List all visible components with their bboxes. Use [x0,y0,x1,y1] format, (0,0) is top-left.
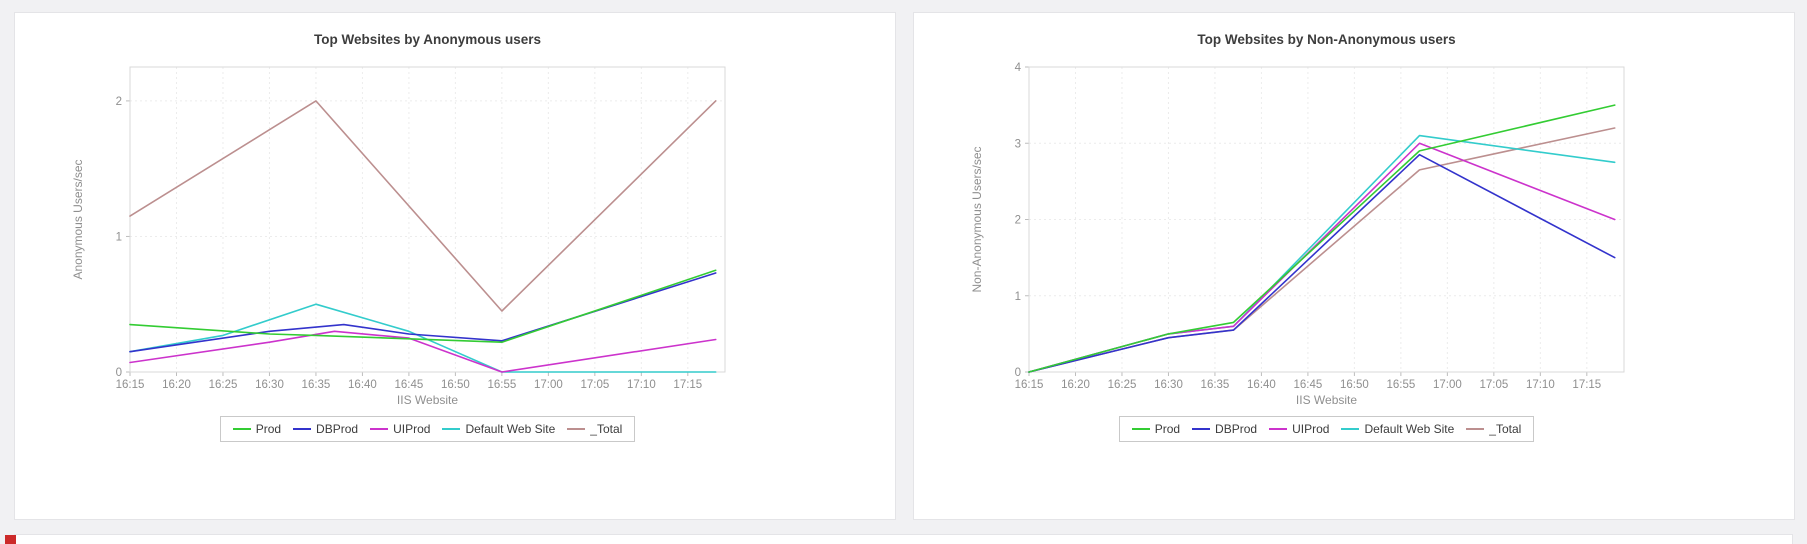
series-line-uiprod [1028,142,1616,373]
svg-text:3: 3 [1015,138,1021,150]
svg-text:4: 4 [1015,62,1022,74]
legend-label: _Total [1489,422,1522,436]
legend-line-swatch [1341,428,1360,430]
legend-item-prod[interactable]: Prod [232,422,282,436]
legend-item-uiprod[interactable]: UIProd [1269,422,1329,436]
chart-title: Top Websites by Non-Anonymous users [1197,32,1456,47]
series-line-prod [129,269,717,344]
svg-text:17:05: 17:05 [1479,379,1508,391]
legend-label: Default Web Site [465,422,556,436]
legend-line-swatch [567,428,586,430]
y-axis-title: Anonymous Users/sec [71,159,85,279]
legend-line-swatch [1131,428,1150,430]
x-axis-title: IIS Website [1295,393,1358,407]
svg-text:16:40: 16:40 [348,379,377,391]
chart-legend: Prod DBProd UIProd Default Web Site _Total [219,416,636,442]
series-line-prod [1028,104,1616,373]
svg-text:2: 2 [116,96,122,108]
svg-text:16:20: 16:20 [162,379,191,391]
svg-text:16:35: 16:35 [302,379,331,391]
svg-text:0: 0 [1015,367,1021,379]
legend-label: DBProd [316,422,359,436]
svg-text:16:35: 16:35 [1201,379,1230,391]
svg-text:16:30: 16:30 [255,379,284,391]
series-line-default-web-site [129,303,717,373]
non-anonymous-users-line-chart: 16:15 16:20 16:25 16:30 16:35 16:40 16:45 16:50… [970,62,1625,391]
chart-legend: Prod DBProd UIProd Default Web Site _Total [1118,416,1535,442]
svg-text:1: 1 [116,231,122,243]
series-line--total [129,100,717,312]
svg-text:16:25: 16:25 [209,379,238,391]
chart-title: Top Websites by Anonymous users [313,32,542,47]
svg-text:17:10: 17:10 [1526,379,1555,391]
legend-line-swatch [232,428,251,430]
legend-label: DBProd [1215,422,1258,436]
svg-text:17:10: 17:10 [627,379,656,391]
chart-card-anonymous-users: Top Websites by Anonymous users 16:15 16:… [14,12,896,520]
legend-label: UIProd [393,422,431,436]
legend-item-prod[interactable]: Prod [1131,422,1181,436]
svg-text:17:15: 17:15 [1572,379,1601,391]
svg-text:16:40: 16:40 [1247,379,1276,391]
y-axis-title: Non-Anonymous Users/sec [970,146,984,292]
svg-text:2: 2 [1015,215,1021,227]
svg-text:17:15: 17:15 [673,379,702,391]
svg-text:16:25: 16:25 [1108,379,1137,391]
legend-item-dbprod[interactable]: DBProd [293,422,358,436]
svg-text:16:55: 16:55 [1386,379,1415,391]
legend-item-default-web-site[interactable]: Default Web Site [442,422,555,436]
svg-text:16:50: 16:50 [1340,379,1369,391]
svg-text:16:55: 16:55 [487,379,516,391]
legend-item-dbprod[interactable]: DBProd [1192,422,1257,436]
bottom-strip [5,534,1793,544]
svg-text:0: 0 [116,367,122,379]
svg-text:17:00: 17:00 [534,379,563,391]
legend-item-uiprod[interactable]: UIProd [370,422,430,436]
anonymous-users-line-chart: 16:15 16:20 16:25 16:30 16:35 16:40 16:45 16:50… [71,66,726,391]
legend-item--total[interactable]: _Total [567,422,622,436]
legend-line-swatch [1466,428,1485,430]
series-line-dbprod [1028,153,1616,373]
svg-text:17:05: 17:05 [580,379,609,391]
legend-line-swatch [293,428,312,430]
chart-card-non-anonymous-users: Top Websites by Non-Anonymous users 16:1… [913,12,1795,520]
legend-line-swatch [442,428,461,430]
legend-label: Prod [255,422,282,436]
svg-text:16:20: 16:20 [1061,379,1090,391]
svg-text:16:45: 16:45 [1294,379,1323,391]
red-indicator-icon [5,535,16,544]
legend-line-swatch [1269,428,1288,430]
series-line--total [1028,127,1616,373]
svg-text:17:00: 17:00 [1433,379,1462,391]
series-line-uiprod [129,330,717,373]
legend-row: Prod DBProd UIProd Default Web Site _Total [130,416,725,442]
svg-text:16:50: 16:50 [441,379,470,391]
svg-text:16:30: 16:30 [1154,379,1183,391]
legend-item--total[interactable]: _Total [1466,422,1521,436]
legend-item-default-web-site[interactable]: Default Web Site [1341,422,1454,436]
legend-label: _Total [590,422,623,436]
chart-cards-row: Top Websites by Anonymous users 16:15 16:… [14,12,1795,520]
svg-text:1: 1 [1015,291,1021,303]
x-axis-title: IIS Website [396,393,459,407]
legend-line-swatch [370,428,389,430]
legend-label: Default Web Site [1364,422,1455,436]
svg-text:16:15: 16:15 [116,379,145,391]
legend-label: UIProd [1292,422,1330,436]
legend-label: Prod [1154,422,1181,436]
legend-line-swatch [1192,428,1211,430]
svg-text:16:15: 16:15 [1015,379,1044,391]
svg-text:16:45: 16:45 [395,379,424,391]
legend-row: Prod DBProd UIProd Default Web Site _Total [1029,416,1624,442]
